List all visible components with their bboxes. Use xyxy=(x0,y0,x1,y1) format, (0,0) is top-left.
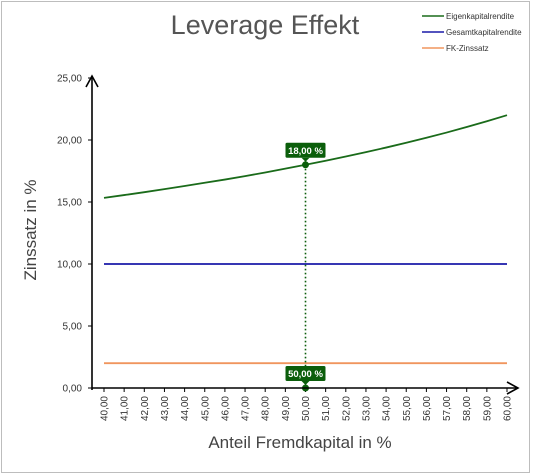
marker-point-label-box xyxy=(285,142,326,158)
x-tick-label: 45,00 xyxy=(200,396,211,421)
x-tick-label: 55,00 xyxy=(402,396,413,421)
x-tick-label: 57,00 xyxy=(442,396,453,421)
x-tick-label: 46,00 xyxy=(220,396,231,421)
y-tick-label: 25,00 xyxy=(57,74,82,85)
y-axis-title: Zinssatz in % xyxy=(21,179,40,280)
x-axis-title: Anteil Fremdkapital in % xyxy=(208,433,391,452)
marker-point-label-pointer xyxy=(301,157,310,162)
y-axis-arrow xyxy=(85,74,99,88)
x-tick-label: 49,00 xyxy=(281,396,292,421)
y-tick-label: 15,00 xyxy=(57,198,82,209)
x-tick-label: 42,00 xyxy=(140,396,151,421)
x-tick-label: 59,00 xyxy=(482,396,493,421)
x-tick-label: 52,00 xyxy=(341,396,352,421)
x-tick-label: 51,00 xyxy=(321,396,332,421)
x-tick-label: 41,00 xyxy=(120,396,131,421)
marker-axis-label-box xyxy=(285,366,326,381)
legend-label: Eigenkapitalrendite xyxy=(446,12,515,21)
marker-axis-label: 50,00 % xyxy=(288,369,323,380)
x-tick-label: 40,00 xyxy=(100,396,111,421)
y-tick-label: 5,00 xyxy=(63,322,83,333)
x-tick-label: 47,00 xyxy=(241,396,252,421)
axes xyxy=(85,74,520,395)
marker-axis-label-pointer xyxy=(301,381,310,385)
legend-label: FK-Zinssatz xyxy=(446,44,489,53)
x-tick-label: 44,00 xyxy=(180,396,191,421)
x-tick-label: 50,00 xyxy=(301,396,312,421)
x-tick-label: 54,00 xyxy=(382,396,393,421)
x-tick-label: 48,00 xyxy=(261,396,272,421)
marker-layer: 18,00 % 50,00 % xyxy=(285,142,326,392)
y-tick-label: 10,00 xyxy=(57,260,82,271)
legend: Eigenkapitalrendite Gesamtkapitalrendite F… xyxy=(422,12,522,53)
y-tick-label: 0,00 xyxy=(63,384,83,395)
legend-label: Gesamtkapitalrendite xyxy=(446,28,522,37)
x-axis-ticks: 40,00 41,00 42,00 43,00 44,00 45,00 46,00 47,00… xyxy=(100,388,514,421)
marker-point-label: 18,00 % xyxy=(288,146,323,157)
y-axis-ticks: 0,00 5,00 10,00 15,00 20,00 25,00 xyxy=(57,74,92,395)
x-tick-label: 58,00 xyxy=(462,396,473,421)
x-tick-label: 60,00 xyxy=(503,396,514,421)
chart-title: Leverage Effekt xyxy=(171,10,360,40)
x-tick-label: 56,00 xyxy=(422,396,433,421)
y-tick-label: 20,00 xyxy=(57,136,82,147)
marker-point xyxy=(302,161,309,169)
x-tick-label: 53,00 xyxy=(361,396,372,421)
x-axis-arrow xyxy=(506,381,520,395)
x-tick-label: 43,00 xyxy=(160,396,171,421)
